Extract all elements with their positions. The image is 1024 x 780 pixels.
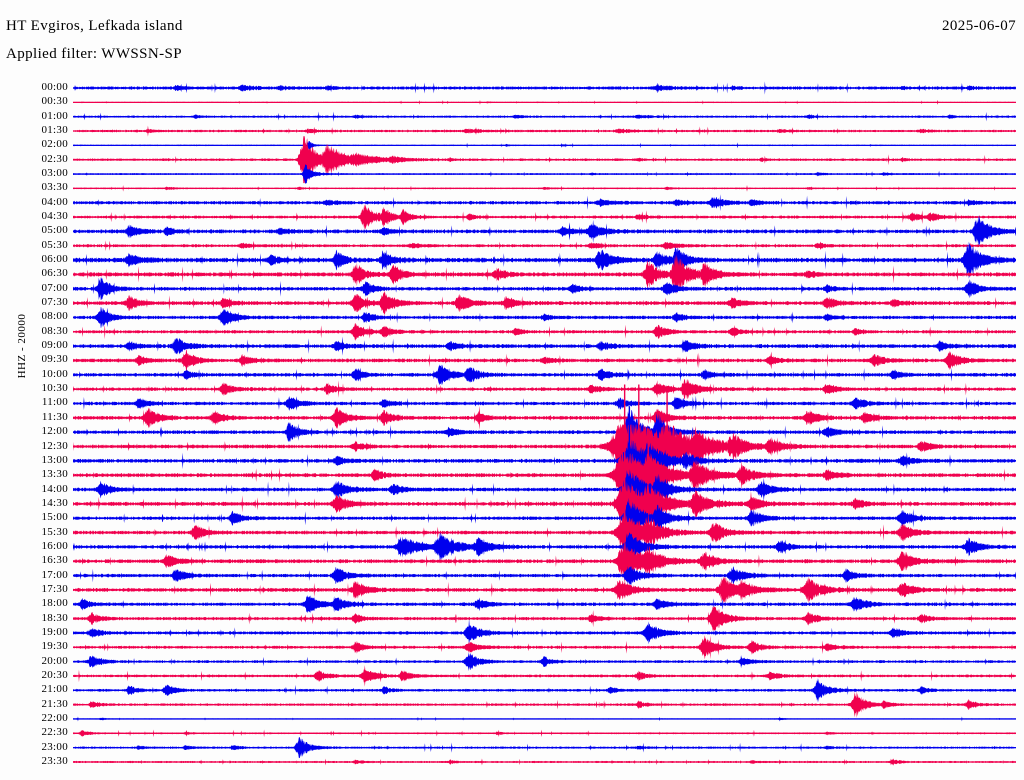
time-label: 09:30 [41,353,68,366]
time-label: 21:30 [41,697,68,710]
time-label: 05:30 [41,238,68,251]
time-label: 22:00 [41,711,68,724]
time-label: 17:00 [41,568,68,581]
time-label: 16:00 [41,539,68,552]
time-label: 07:00 [41,281,68,294]
time-label: 10:00 [41,367,68,380]
time-label: 19:30 [41,640,68,653]
time-label: 04:30 [41,210,68,223]
time-label: 14:00 [41,482,68,495]
time-label: 01:30 [41,124,68,137]
time-label: 18:30 [41,611,68,624]
time-label: 08:30 [41,324,68,337]
time-label: 00:00 [41,81,68,93]
time-label: 16:30 [41,554,68,567]
time-label: 12:00 [41,425,68,438]
time-label: 23:30 [41,754,68,767]
time-label: 08:00 [41,310,68,323]
time-label: 15:00 [41,511,68,524]
time-label: 03:00 [41,167,68,180]
page-title: HT Evgiros, Lefkada island [6,18,183,34]
time-label: 13:30 [41,468,68,481]
time-label: 07:30 [41,296,68,309]
record-date-label: 2025-06-07 [942,18,1016,34]
time-axis: 00:00 00:30 01:00 01:30 02:00 02:30 03:00 03:30… [0,0,68,780]
time-label: 03:30 [41,181,68,194]
time-label: 09:00 [41,339,68,352]
time-label: 11:30 [41,410,68,423]
time-label: 22:30 [41,726,68,739]
time-label: 20:00 [41,654,68,667]
time-label: 02:30 [41,152,68,165]
time-label: 23:00 [41,740,68,753]
time-label: 13:00 [41,453,68,466]
time-label: 15:30 [41,525,68,538]
time-label: 12:30 [41,439,68,452]
time-label: 11:00 [41,396,68,409]
applied-filter-label: Applied filter: WWSSN-SP [6,46,182,62]
time-label: 05:00 [41,224,68,237]
time-label: 06:30 [41,267,68,280]
time-label: 01:00 [41,109,68,122]
time-label: 14:30 [41,496,68,509]
time-label: 06:00 [41,253,68,266]
time-label: 18:00 [41,597,68,610]
time-label: 04:00 [41,195,68,208]
time-label: 10:30 [41,382,68,395]
time-label: 02:00 [41,138,68,151]
time-label: 00:30 [41,95,68,108]
time-label: 19:00 [41,625,68,638]
time-label: 21:00 [41,683,68,696]
time-label: 17:30 [41,582,68,595]
time-label: 20:30 [41,668,68,681]
